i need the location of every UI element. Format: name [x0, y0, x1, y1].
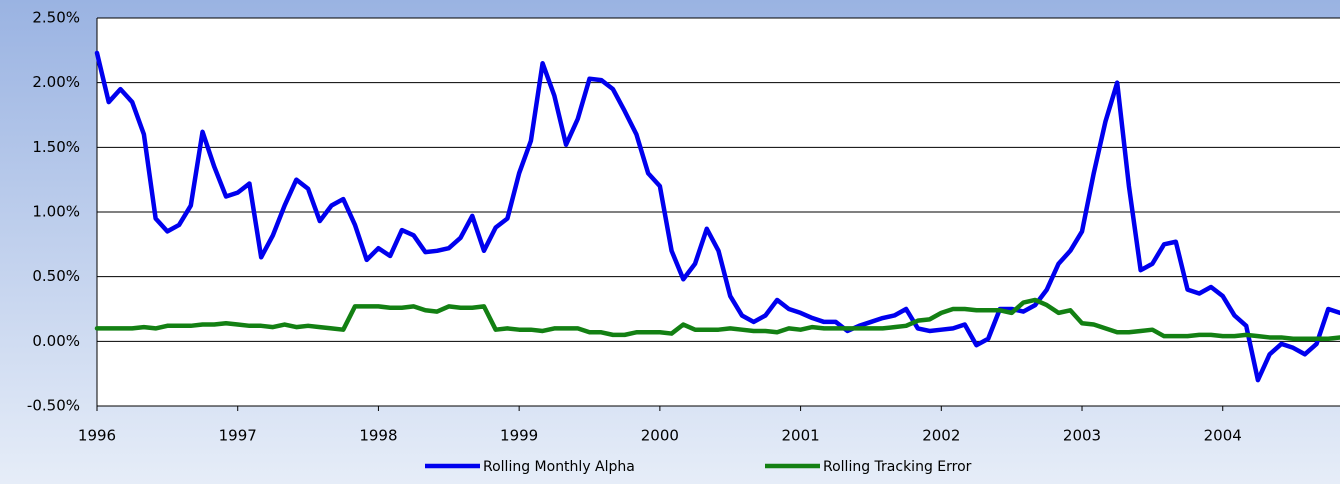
legend-label: Rolling Monthly Alpha: [483, 459, 635, 475]
x-tick-label: 1996: [78, 427, 116, 445]
x-tick-label: 2002: [922, 427, 960, 445]
series-line: [94, 297, 1340, 341]
y-tick-label: -0.50%: [27, 397, 80, 415]
y-tick-label: 0.50%: [32, 267, 80, 285]
x-tick-label: 2004: [1204, 427, 1242, 445]
y-tick-label: 2.50%: [32, 9, 80, 27]
x-tick-label: 2001: [781, 427, 819, 445]
x-tick-label: 1997: [219, 427, 257, 445]
series-line: [94, 50, 1340, 383]
legend-label: Rolling Tracking Error: [823, 459, 972, 475]
x-tick-label: 1998: [359, 427, 397, 445]
y-tick-label: 1.50%: [32, 138, 80, 156]
x-tick-label: 2000: [641, 427, 679, 445]
y-tick-label: 0.00%: [32, 332, 80, 350]
x-tick-label: 1999: [500, 427, 538, 445]
y-tick-label: 2.00%: [32, 73, 80, 91]
y-tick-label: 1.00%: [32, 203, 80, 221]
x-tick-label: 2003: [1063, 427, 1101, 445]
